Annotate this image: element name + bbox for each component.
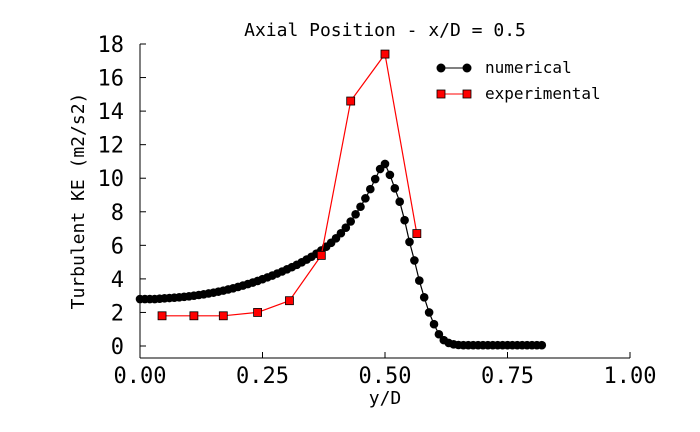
data-point-numerical — [537, 340, 547, 350]
x-tick-label: 0.75 — [481, 364, 534, 389]
data-point-numerical — [385, 170, 395, 180]
data-point-numerical — [429, 319, 439, 329]
y-tick-label: 6 — [111, 234, 124, 259]
y-tick-label: 0 — [111, 335, 124, 360]
data-point-numerical — [395, 197, 405, 207]
data-point-numerical — [370, 174, 380, 184]
legend-marker-experimental — [462, 89, 472, 99]
series-line-numerical — [140, 162, 542, 346]
data-point-experimental — [157, 311, 167, 321]
y-tick-label: 14 — [98, 100, 125, 125]
legend-marker-numerical — [436, 63, 446, 73]
legend-marker-experimental — [436, 89, 446, 99]
series-line-experimental — [162, 52, 418, 317]
y-tick-label: 4 — [111, 268, 124, 293]
data-point-experimental — [380, 49, 390, 59]
data-point-experimental — [218, 311, 228, 321]
legend-entry-experimental: experimental — [436, 84, 601, 103]
x-ticks: 0.00 0.25 0.50 0.75 1.00 — [114, 352, 657, 389]
data-point-numerical — [405, 237, 414, 247]
x-tick-label: 0.50 — [359, 364, 412, 389]
data-point-numerical — [341, 223, 351, 233]
y-tick-label: 12 — [98, 134, 125, 159]
y-tick-label: 8 — [111, 201, 124, 226]
legend: numerical experimental — [436, 58, 601, 103]
data-point-numerical — [356, 202, 365, 212]
data-point-numerical — [351, 209, 360, 219]
data-point-numerical — [390, 183, 400, 193]
series-layer — [135, 49, 547, 350]
data-point-numerical — [424, 308, 434, 317]
series-numerical — [135, 159, 547, 350]
data-point-experimental — [253, 308, 263, 317]
legend-marker-numerical — [462, 63, 472, 73]
legend-entry-numerical: numerical — [436, 58, 572, 77]
data-point-experimental — [285, 296, 294, 306]
data-point-numerical — [400, 215, 409, 225]
data-point-experimental — [412, 229, 422, 238]
series-experimental — [157, 49, 422, 321]
x-axis-label: y/D — [369, 388, 402, 409]
y-ticks: 0 2 4 6 8 10 12 14 16 18 — [98, 33, 146, 360]
chart-title: Axial Position - x/D = 0.5 — [244, 20, 526, 41]
data-point-numerical — [380, 159, 390, 169]
data-point-numerical — [410, 256, 419, 265]
y-tick-label: 16 — [98, 67, 125, 92]
x-tick-label: 0.00 — [114, 364, 167, 389]
data-point-numerical — [336, 228, 346, 238]
y-tick-label: 2 — [111, 301, 124, 326]
data-point-numerical — [361, 194, 370, 203]
y-tick-label: 18 — [98, 33, 125, 58]
data-point-numerical — [434, 329, 444, 339]
x-tick-label: 0.25 — [236, 364, 289, 389]
data-point-experimental — [189, 311, 199, 321]
data-point-numerical — [346, 217, 356, 226]
legend-label-numerical: numerical — [485, 58, 572, 77]
data-point-numerical — [415, 276, 424, 285]
y-axis-label: Turbulent KE (m2/s2) — [68, 93, 89, 310]
x-tick-label: 1.00 — [604, 364, 657, 389]
y-tick-label: 10 — [98, 167, 125, 192]
data-point-numerical — [419, 293, 429, 302]
data-point-experimental — [346, 96, 356, 106]
legend-label-experimental: experimental — [485, 84, 601, 103]
data-point-numerical — [366, 184, 375, 194]
data-point-experimental — [316, 250, 326, 260]
